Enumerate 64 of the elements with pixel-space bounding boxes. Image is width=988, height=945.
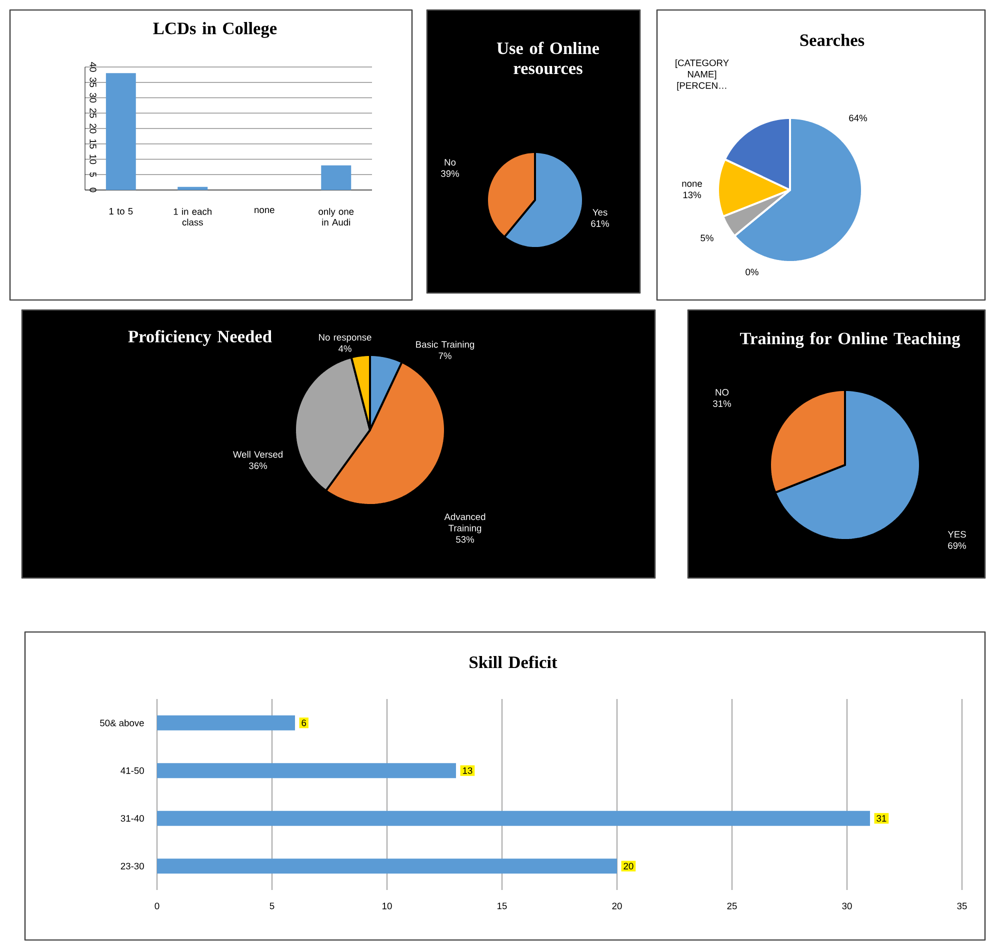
data-label: 13 <box>462 767 472 774</box>
slice-label: NO <box>716 389 729 396</box>
y-tick-label: 20 <box>90 124 96 134</box>
bar <box>106 73 136 190</box>
data-label: 13% <box>683 192 702 198</box>
bar <box>321 165 352 190</box>
data-label: 7% <box>438 352 452 360</box>
data-label: 31 <box>876 815 886 822</box>
slice-label: Basic Training <box>416 340 474 350</box>
x-tick-label: 25 <box>727 902 737 910</box>
slice-label: Well Versed <box>232 450 282 458</box>
data-label: 61% <box>591 220 610 227</box>
chart-title: Use of Online resources <box>496 42 600 74</box>
chart-title: Training for Online Teaching <box>740 332 960 348</box>
data-label: 53% <box>456 536 474 543</box>
text: 0% <box>746 268 758 276</box>
bar <box>157 858 617 874</box>
slice-label: No <box>444 159 456 166</box>
slice-label: Advanced Training <box>444 513 486 534</box>
x-tick-label: none <box>254 208 274 214</box>
data-label: 39% <box>441 170 460 177</box>
y-tick-label: 41-50 <box>120 767 144 774</box>
x-tick-label: 0 <box>154 902 160 910</box>
bar <box>178 186 208 190</box>
y-tick-label: 0 <box>90 188 96 192</box>
slice-label: No response <box>319 334 372 342</box>
y-tick-label: 5 <box>90 172 96 177</box>
slice-label: Yes <box>592 209 608 216</box>
data-label: 64% <box>849 114 868 122</box>
x-tick-label: only one in Audi <box>318 208 354 226</box>
y-tick-label: 15 <box>90 139 96 149</box>
y-tick-label: 25 <box>90 108 96 118</box>
x-tick-label: 20 <box>612 902 622 910</box>
y-tick-label: 40 <box>90 62 96 72</box>
chart-title: LCDs in College <box>153 22 277 38</box>
x-tick-label: 1 in each class <box>174 208 212 226</box>
x-tick-label: 5 <box>270 902 274 910</box>
y-tick-label: 30 <box>90 92 96 103</box>
chart-title: Searches <box>800 34 864 46</box>
x-tick-label: 35 <box>957 902 967 910</box>
data-label: 6 <box>302 720 306 726</box>
chart-title: Skill Deficit <box>470 656 558 668</box>
data-label: 20 <box>624 862 634 870</box>
data-label: 4% <box>338 345 352 352</box>
bar <box>157 715 296 730</box>
slice-label: YES <box>948 531 966 538</box>
slice-label: [CATEGORY NAME] [PERCEN… <box>676 59 729 91</box>
data-label: 36% <box>249 462 268 470</box>
bar <box>157 810 870 826</box>
x-tick-label: 15 <box>498 902 507 910</box>
x-tick-label: 30 <box>842 902 852 910</box>
x-tick-label: 1 to 5 <box>109 208 133 215</box>
data-label: 31% <box>713 400 732 407</box>
y-tick-label: 31-40 <box>120 815 144 822</box>
slice-label: none <box>682 182 702 187</box>
y-tick-label: 23-30 <box>120 862 144 870</box>
bar <box>157 763 456 778</box>
data-label: 5% <box>700 234 714 242</box>
y-tick-label: 10 <box>90 154 96 164</box>
x-tick-label: 10 <box>382 902 392 910</box>
y-tick-label: 35 <box>90 78 96 88</box>
data-label: 69% <box>948 542 966 549</box>
y-tick-label: 50& above <box>100 719 144 726</box>
chart-title: Proficiency Needed <box>128 330 272 346</box>
